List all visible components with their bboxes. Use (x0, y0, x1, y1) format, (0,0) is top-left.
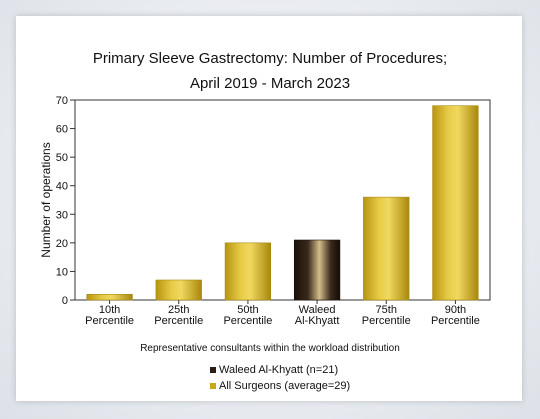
x-tick-label: Percentile (154, 315, 203, 327)
y-tick-label: 30 (56, 209, 68, 221)
x-tick-label: Percentile (431, 315, 480, 327)
y-tick-label: 10 (56, 266, 68, 278)
legend-label-highlight: Waleed Al-Khyatt (n=21) (219, 364, 339, 376)
bar-highlight (293, 239, 341, 301)
x-tick-label: Al-Khyatt (295, 315, 340, 327)
legend-label-all: All Surgeons (average=29) (219, 380, 351, 392)
plot-frame (74, 99, 491, 301)
x-tick-label: Percentile (223, 315, 272, 327)
x-tick-label: 75th (376, 304, 397, 316)
y-tick-label: 60 (56, 124, 68, 136)
x-tick-label: 90th (445, 304, 466, 316)
legend-item-highlight: Waleed Al-Khyatt (n=21) (210, 364, 338, 376)
chart-title-line-2: April 2019 - March 2023 (189, 75, 351, 92)
x-tick-label: Waleed (299, 304, 336, 316)
bar (432, 105, 479, 301)
x-tick-label: 25th (168, 304, 189, 316)
legend-swatch-highlight (210, 367, 216, 373)
y-tick-label: 70 (56, 95, 68, 107)
y-tick-label: 0 (62, 295, 68, 307)
x-axis-label: Representative consultants within the wo… (140, 343, 400, 354)
bar (155, 279, 202, 301)
y-tick-label: 20 (56, 238, 68, 250)
legend-item-all: All Surgeons (average=29) (210, 380, 350, 392)
axes (70, 99, 491, 304)
y-tick-label: 40 (56, 181, 68, 193)
bar (363, 196, 410, 301)
bar (224, 242, 272, 301)
tick-labels: 01020304050607010thPercentile25thPercent… (56, 95, 480, 327)
x-tick-label: 50th (237, 304, 258, 316)
y-tick-label: 50 (56, 152, 68, 164)
bars (86, 105, 479, 301)
chart-title-line-1: Primary Sleeve Gastrectomy: Number of Pr… (92, 50, 448, 67)
x-tick-label: Percentile (362, 315, 411, 327)
x-tick-label: 10th (99, 304, 120, 316)
x-tick-label: Percentile (85, 315, 134, 327)
bar (86, 293, 133, 301)
legend-swatch-all (210, 383, 216, 389)
